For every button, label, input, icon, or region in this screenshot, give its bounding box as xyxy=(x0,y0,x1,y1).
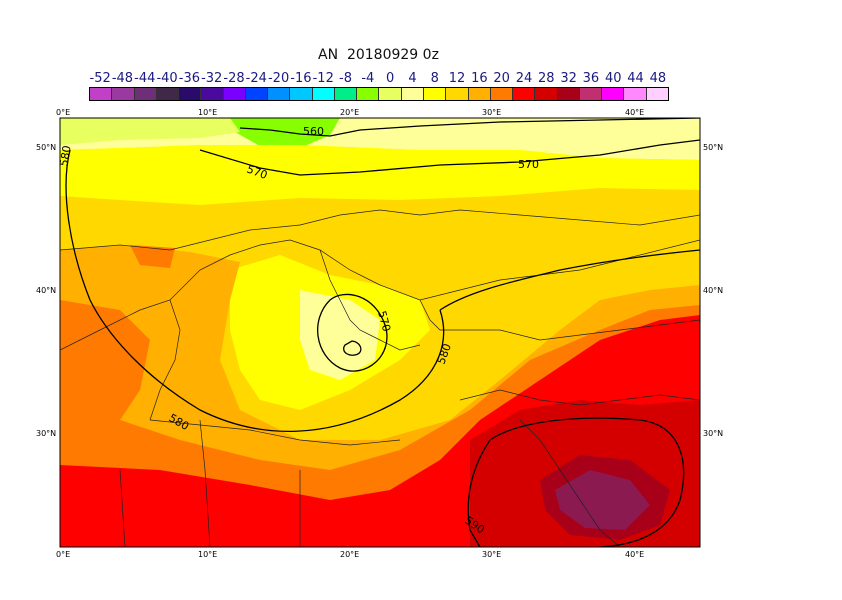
y-tick-label: 40°N xyxy=(36,286,56,295)
legend-swatch xyxy=(201,88,224,100)
legend-swatch xyxy=(468,88,491,100)
legend-label: -52 xyxy=(89,71,111,86)
legend-label: 28 xyxy=(538,71,555,86)
legend-label: 4 xyxy=(408,71,417,86)
map-frame xyxy=(59,117,701,548)
legend-swatch xyxy=(334,88,358,100)
legend-swatch xyxy=(513,88,536,100)
legend-swatch xyxy=(579,88,603,100)
contour-label: 560 xyxy=(303,125,324,138)
legend-swatch xyxy=(112,88,135,100)
legend-label: -40 xyxy=(156,71,178,86)
legend-label: -16 xyxy=(290,71,312,86)
legend-label: 12 xyxy=(448,71,466,86)
legend-swatch xyxy=(646,88,668,100)
x-tick-label: 40°E xyxy=(625,550,644,559)
color-legend-bar xyxy=(89,87,669,101)
legend-label: -8 xyxy=(339,71,353,86)
legend-swatch xyxy=(357,88,380,100)
y-tick-label: 30°N xyxy=(36,429,56,438)
legend-label: 16 xyxy=(471,71,488,86)
legend-swatch xyxy=(290,88,313,100)
legend-swatch xyxy=(245,88,269,100)
legend-label: -32 xyxy=(201,71,223,86)
x-tick-label: 30°E xyxy=(482,108,501,117)
legend-swatch xyxy=(90,88,113,100)
x-tick-label: 20°E xyxy=(340,550,359,559)
x-tick-label: 30°E xyxy=(482,550,501,559)
legend-swatch xyxy=(557,88,580,100)
x-tick-label: 0°E xyxy=(56,550,70,559)
legend-swatch xyxy=(134,88,157,100)
height-contours xyxy=(65,118,700,547)
legend-label: 44 xyxy=(627,71,644,86)
legend-label: -20 xyxy=(267,71,290,86)
legend-swatch xyxy=(423,88,447,100)
y-tick-label: 40°N xyxy=(703,286,723,295)
coastlines xyxy=(60,209,700,547)
y-tick-label: 30°N xyxy=(703,429,723,438)
legend-label: 40 xyxy=(604,71,622,86)
legend-label: -4 xyxy=(361,71,375,86)
legend-label: -48 xyxy=(111,71,134,86)
y-tick-label: 50°N xyxy=(36,143,56,152)
x-tick-label: 0°E xyxy=(56,108,70,117)
contour-label: 570 xyxy=(518,158,539,171)
legend-label: 32 xyxy=(560,71,577,86)
legend-swatch xyxy=(602,88,625,100)
legend-label: 24 xyxy=(515,71,533,86)
axis-labels: 0°E 10°E 20°E 30°E 40°E 0°E 10°E 20°E 30… xyxy=(36,108,723,559)
legend-label: 48 xyxy=(649,71,667,86)
legend-swatch xyxy=(535,88,558,100)
band-minus4-0 xyxy=(230,118,340,148)
x-tick-label: 10°E xyxy=(198,550,217,559)
map-title: AN 20180929 0z xyxy=(318,47,439,63)
legend-swatch xyxy=(446,88,469,100)
contour-label: 570 xyxy=(375,309,393,333)
contour-label: 580 xyxy=(57,145,73,168)
legend-label: 36 xyxy=(582,71,600,86)
y-tick-label: 50°N xyxy=(703,143,723,152)
legend-label: -28 xyxy=(223,71,245,86)
legend-swatch xyxy=(401,88,424,100)
legend-label: 20 xyxy=(493,71,510,86)
legend-label: -24 xyxy=(245,71,267,86)
legend-swatch xyxy=(156,88,180,100)
x-tick-label: 40°E xyxy=(625,108,644,117)
legend-swatch xyxy=(223,88,246,100)
legend-label: -12 xyxy=(312,71,334,86)
legend-swatch xyxy=(312,88,335,100)
legend-swatch xyxy=(179,88,202,100)
legend-swatch xyxy=(379,88,402,100)
temperature-fill xyxy=(60,118,700,547)
legend-swatch xyxy=(624,88,647,100)
legend-label: -36 xyxy=(178,71,200,86)
legend-label: 0 xyxy=(386,71,395,86)
legend-swatch xyxy=(490,88,514,100)
legend-label: -44 xyxy=(134,71,156,86)
legend-swatch xyxy=(268,88,291,100)
legend-label: 8 xyxy=(430,71,439,86)
x-tick-label: 10°E xyxy=(198,108,217,117)
x-tick-label: 20°E xyxy=(340,108,359,117)
